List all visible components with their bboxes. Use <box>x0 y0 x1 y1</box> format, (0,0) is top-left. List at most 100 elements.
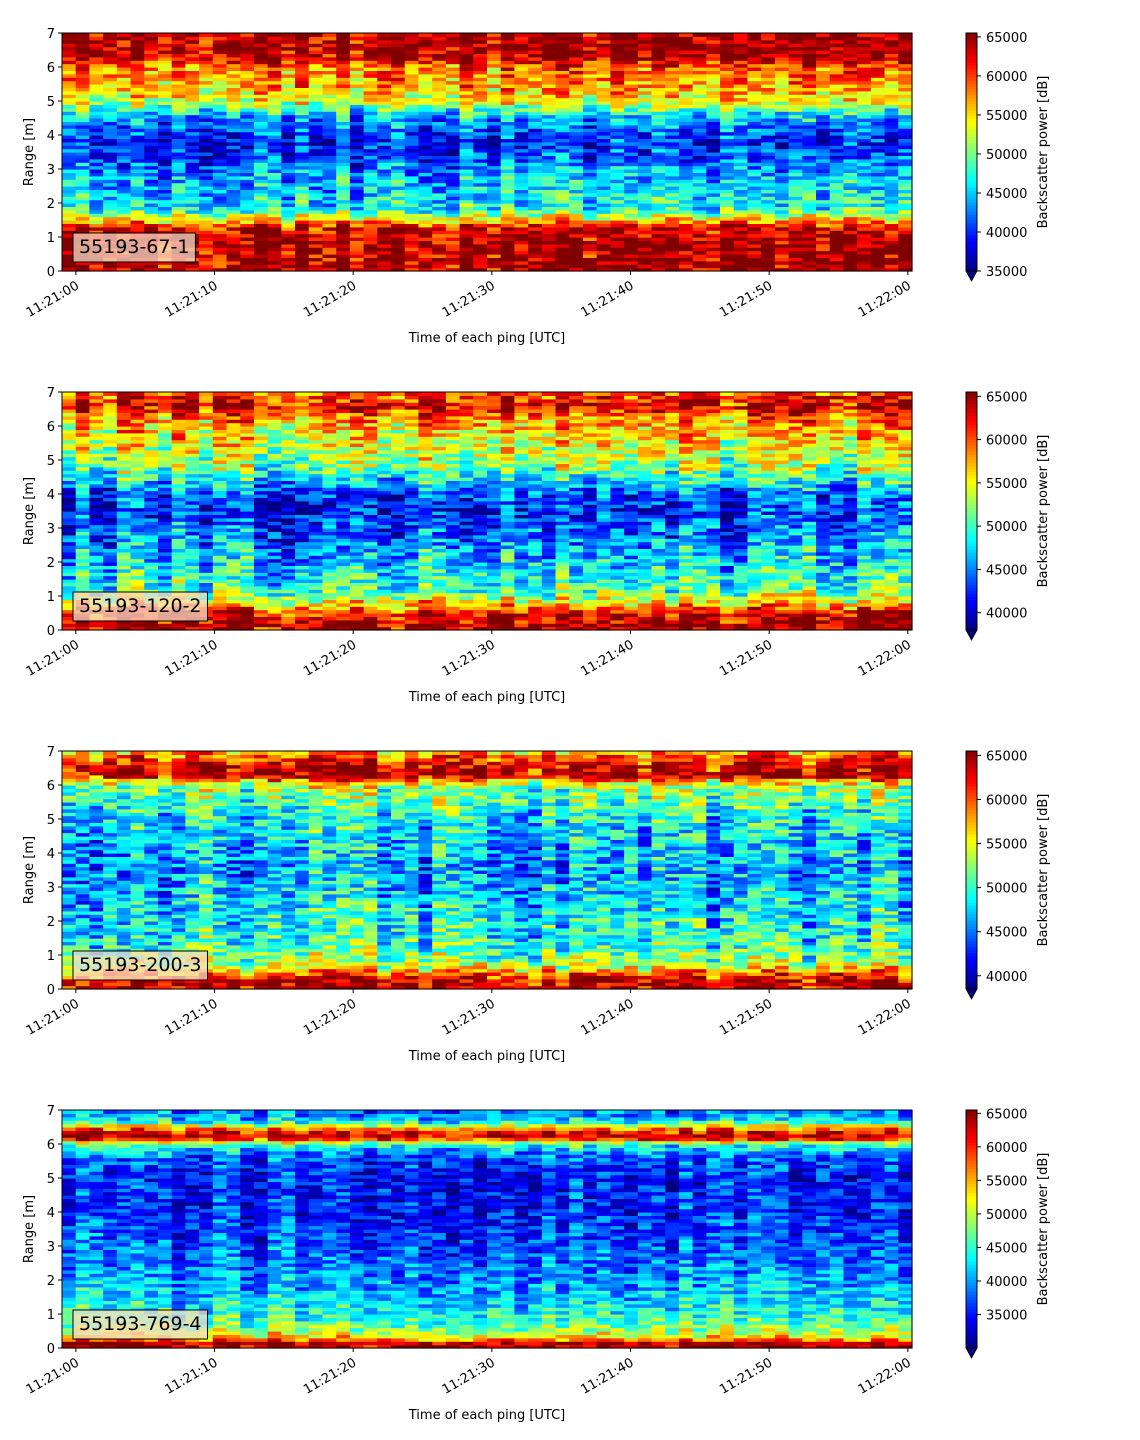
heatmap-cell <box>432 200 446 204</box>
heatmap-cell <box>364 251 378 255</box>
heatmap-cell <box>885 217 899 221</box>
colorbar-segment <box>966 209 977 212</box>
heatmap-cell <box>131 470 145 474</box>
heatmap-cell <box>117 419 131 423</box>
heatmap-cell <box>76 217 90 221</box>
heatmap-cell <box>898 159 912 163</box>
heatmap-cell <box>830 142 844 146</box>
heatmap-cell <box>144 33 158 37</box>
heatmap-cell <box>117 453 131 457</box>
colorbar-segment <box>966 54 977 57</box>
heatmap-cell <box>487 210 501 214</box>
heatmap-cell <box>720 33 734 37</box>
heatmap-cell <box>240 193 254 197</box>
heatmap-cell <box>679 176 693 180</box>
heatmap-cell <box>144 419 158 423</box>
colorbar-segment <box>966 206 977 209</box>
colorbar-segment <box>966 164 977 167</box>
y-tick-label: 5 <box>47 95 55 110</box>
heatmap-cell <box>336 193 350 197</box>
heatmap-cell <box>871 193 885 197</box>
heatmap-cell <box>624 244 638 248</box>
heatmap-cell <box>556 176 570 180</box>
heatmap-cell <box>610 244 624 248</box>
heatmap-cell <box>295 251 309 255</box>
heatmap-cell <box>103 183 117 187</box>
heatmap-cell <box>830 217 844 221</box>
heatmap-cell <box>610 234 624 238</box>
heatmap-cell <box>89 436 103 440</box>
heatmap-cell <box>418 149 432 153</box>
colorbar-segment <box>966 188 977 191</box>
heatmap-cell <box>432 166 446 170</box>
heatmap-cell <box>281 234 295 238</box>
heatmap-cell <box>487 227 501 231</box>
heatmap-cell <box>528 149 542 153</box>
heatmap-cell <box>446 159 460 163</box>
colorbar-segment <box>966 45 977 48</box>
heatmap-cell <box>281 264 295 268</box>
heatmap-cell <box>172 33 186 37</box>
colorbar-segment <box>966 125 977 128</box>
heatmap-cell <box>377 183 391 187</box>
colorbar-segment <box>966 212 977 215</box>
heatmap-cell <box>158 142 172 146</box>
heatmap-cell <box>898 200 912 204</box>
heatmap-cell <box>830 132 844 136</box>
heatmap-cell <box>295 193 309 197</box>
heatmap-cell <box>871 159 885 163</box>
heatmap-cell <box>309 234 323 238</box>
heatmap-cell <box>569 149 583 153</box>
heatmap-cell <box>350 159 364 163</box>
heatmap-cell <box>103 487 117 491</box>
colorbar-segment <box>966 39 977 42</box>
heatmap-cell <box>734 159 748 163</box>
heatmap-cell <box>377 176 391 180</box>
heatmap-cell <box>885 149 899 153</box>
heatmap-cell <box>418 217 432 221</box>
heatmap-cell <box>816 33 830 37</box>
heatmap-cell <box>569 200 583 204</box>
x-tick-label: 11:21:50 <box>717 278 775 320</box>
heatmap-cell <box>76 392 90 396</box>
heatmap-cell <box>199 227 213 231</box>
heatmap-cell <box>295 200 309 204</box>
heatmap-cell <box>706 244 720 248</box>
heatmap-cell <box>391 142 405 146</box>
heatmap-cell <box>624 200 638 204</box>
heatmap-cell <box>747 200 761 204</box>
heatmap-cell <box>501 176 515 180</box>
heatmap-cell <box>816 183 830 187</box>
heatmap-cell <box>761 244 775 248</box>
heatmap-cell <box>665 244 679 248</box>
heatmap-cell <box>747 132 761 136</box>
heatmap-cell <box>610 183 624 187</box>
heatmap-cell <box>885 244 899 248</box>
heatmap-cell <box>665 200 679 204</box>
heatmap-cell <box>117 142 131 146</box>
heatmap-cell <box>638 33 652 37</box>
heatmap-cell <box>638 159 652 163</box>
heatmap-cell <box>309 132 323 136</box>
heatmap-cell <box>185 132 199 136</box>
heatmap-cell <box>131 436 145 440</box>
heatmap-cell <box>802 132 816 136</box>
heatmap-cell <box>789 159 803 163</box>
heatmap-cell <box>336 264 350 268</box>
heatmap-cell <box>802 176 816 180</box>
heatmap-cell <box>843 33 857 37</box>
heatmap-cell <box>473 210 487 214</box>
heatmap-cell <box>227 132 241 136</box>
heatmap-cell <box>117 210 131 214</box>
heatmap-cell <box>213 183 227 187</box>
heatmap-cell <box>89 419 103 423</box>
heatmap-cell <box>665 132 679 136</box>
heatmap-cell <box>610 251 624 255</box>
heatmap-cell <box>597 227 611 231</box>
heatmap-cell <box>624 234 638 238</box>
heatmap-cell <box>227 200 241 204</box>
heatmap-cell <box>679 142 693 146</box>
heatmap-cell <box>706 166 720 170</box>
heatmap-cell <box>240 132 254 136</box>
heatmap-cell <box>514 176 528 180</box>
